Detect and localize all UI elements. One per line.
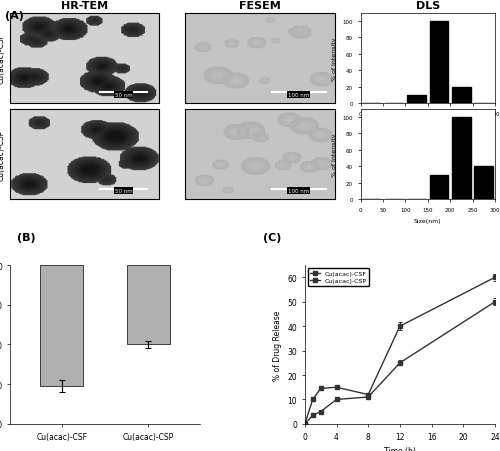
Cu(acac)-CSF — [310, 397, 316, 402]
Text: 50 nm: 50 nm — [114, 93, 132, 98]
Cu(acac)-CSP — [397, 360, 403, 366]
X-axis label: Size(nm): Size(nm) — [414, 218, 442, 223]
Line: Cu(acac)-CSP: Cu(acac)-CSP — [302, 300, 497, 426]
Text: (B): (B) — [18, 232, 36, 242]
Text: (C): (C) — [262, 232, 281, 242]
Cu(acac)-CSF — [365, 392, 371, 397]
Text: (A): (A) — [5, 11, 24, 21]
Cu(acac)-CSF — [318, 386, 324, 391]
Bar — [452, 87, 471, 104]
Cu(acac)-CSP — [492, 299, 498, 305]
Cu(acac)-CSF — [492, 275, 498, 281]
Y-axis label: % of Intensity: % of Intensity — [332, 133, 337, 176]
Cu(acac)-CSP — [318, 409, 324, 414]
Text: 100 nm: 100 nm — [288, 93, 310, 98]
Cu(acac)-CSF — [397, 324, 403, 329]
Y-axis label: Cu(acac)-CSF: Cu(acac)-CSF — [0, 33, 6, 84]
X-axis label: Time (h): Time (h) — [384, 446, 416, 451]
Title: DLS: DLS — [416, 1, 440, 11]
Bar — [430, 175, 448, 200]
Legend: Cu(acac)-CSF, Cu(acac)-CSP: Cu(acac)-CSF, Cu(acac)-CSP — [308, 269, 370, 286]
Cu(acac)-CSP — [334, 397, 340, 402]
X-axis label: Size(nm): Size(nm) — [414, 122, 442, 127]
Text: 50 nm: 50 nm — [114, 189, 132, 194]
Cu(acac)-CSP — [365, 395, 371, 400]
Y-axis label: % of Drug Release: % of Drug Release — [273, 309, 282, 380]
Y-axis label: Cu(acac)-CSP: Cu(acac)-CSP — [0, 129, 6, 180]
Line: Cu(acac)-CSF: Cu(acac)-CSF — [302, 276, 497, 426]
Bar — [126, 266, 170, 345]
Bar — [474, 167, 493, 200]
Bar — [452, 118, 471, 200]
Bar — [430, 22, 448, 104]
Cu(acac)-CSF — [302, 421, 308, 427]
Cu(acac)-CSP — [302, 421, 308, 427]
Cu(acac)-CSF — [334, 385, 340, 390]
Text: 100 nm: 100 nm — [288, 189, 310, 194]
Cu(acac)-CSP — [310, 413, 316, 418]
Y-axis label: % of Intensity: % of Intensity — [332, 37, 337, 80]
Title: FESEM: FESEM — [239, 1, 281, 11]
Bar — [40, 266, 84, 387]
Bar — [407, 96, 426, 104]
Title: HR-TEM: HR-TEM — [61, 1, 108, 11]
